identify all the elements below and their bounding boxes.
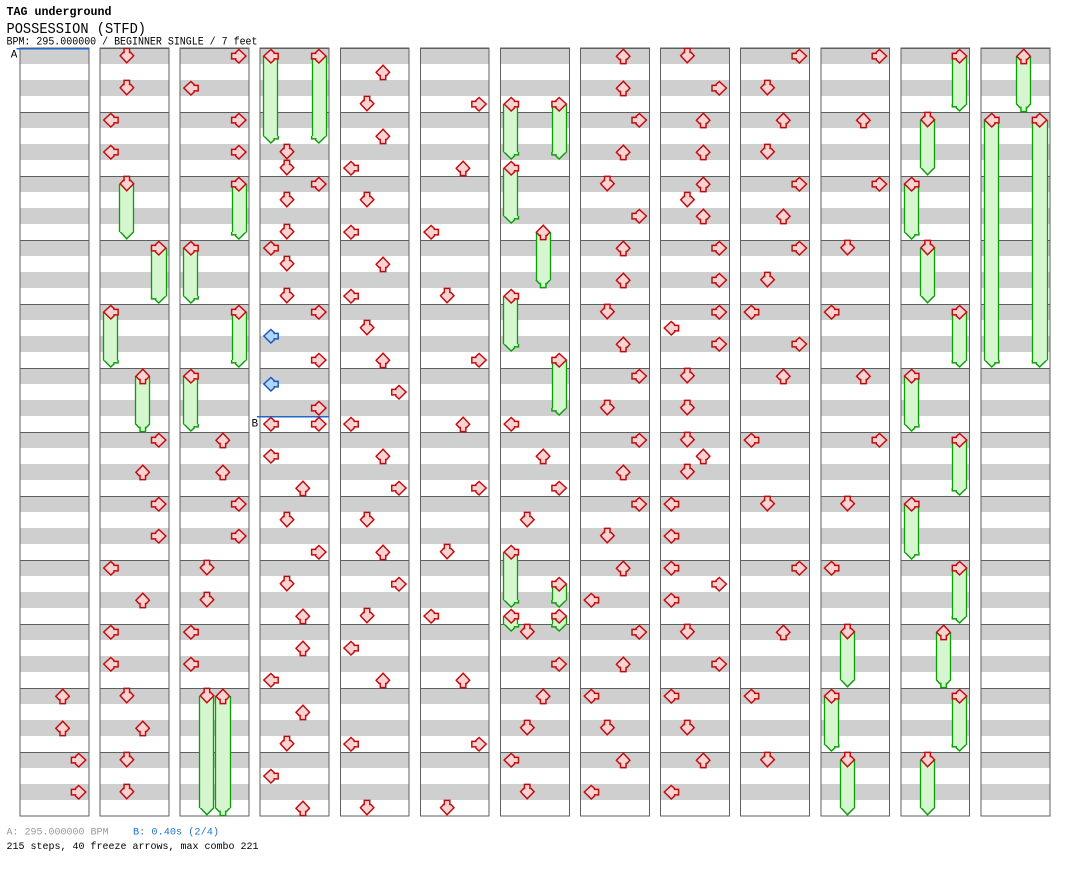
svg-text:BPM: 295.000000 / BEGINNER SIN: BPM: 295.000000 / BEGINNER SINGLE / 7 fe… — [7, 36, 258, 48]
svg-text:TAG underground: TAG underground — [7, 6, 112, 19]
svg-text:B: 0.40s (2/4): B: 0.40s (2/4) — [133, 827, 219, 839]
svg-text:POSSESSION (STFD): POSSESSION (STFD) — [7, 22, 147, 38]
svg-text:A: A — [11, 50, 18, 62]
svg-text:A: 295.000000 BPM: A: 295.000000 BPM — [7, 827, 109, 839]
svg-text:B: B — [252, 419, 259, 431]
svg-text:215 steps, 40 freeze arrows, m: 215 steps, 40 freeze arrows, max combo 2… — [7, 841, 259, 853]
